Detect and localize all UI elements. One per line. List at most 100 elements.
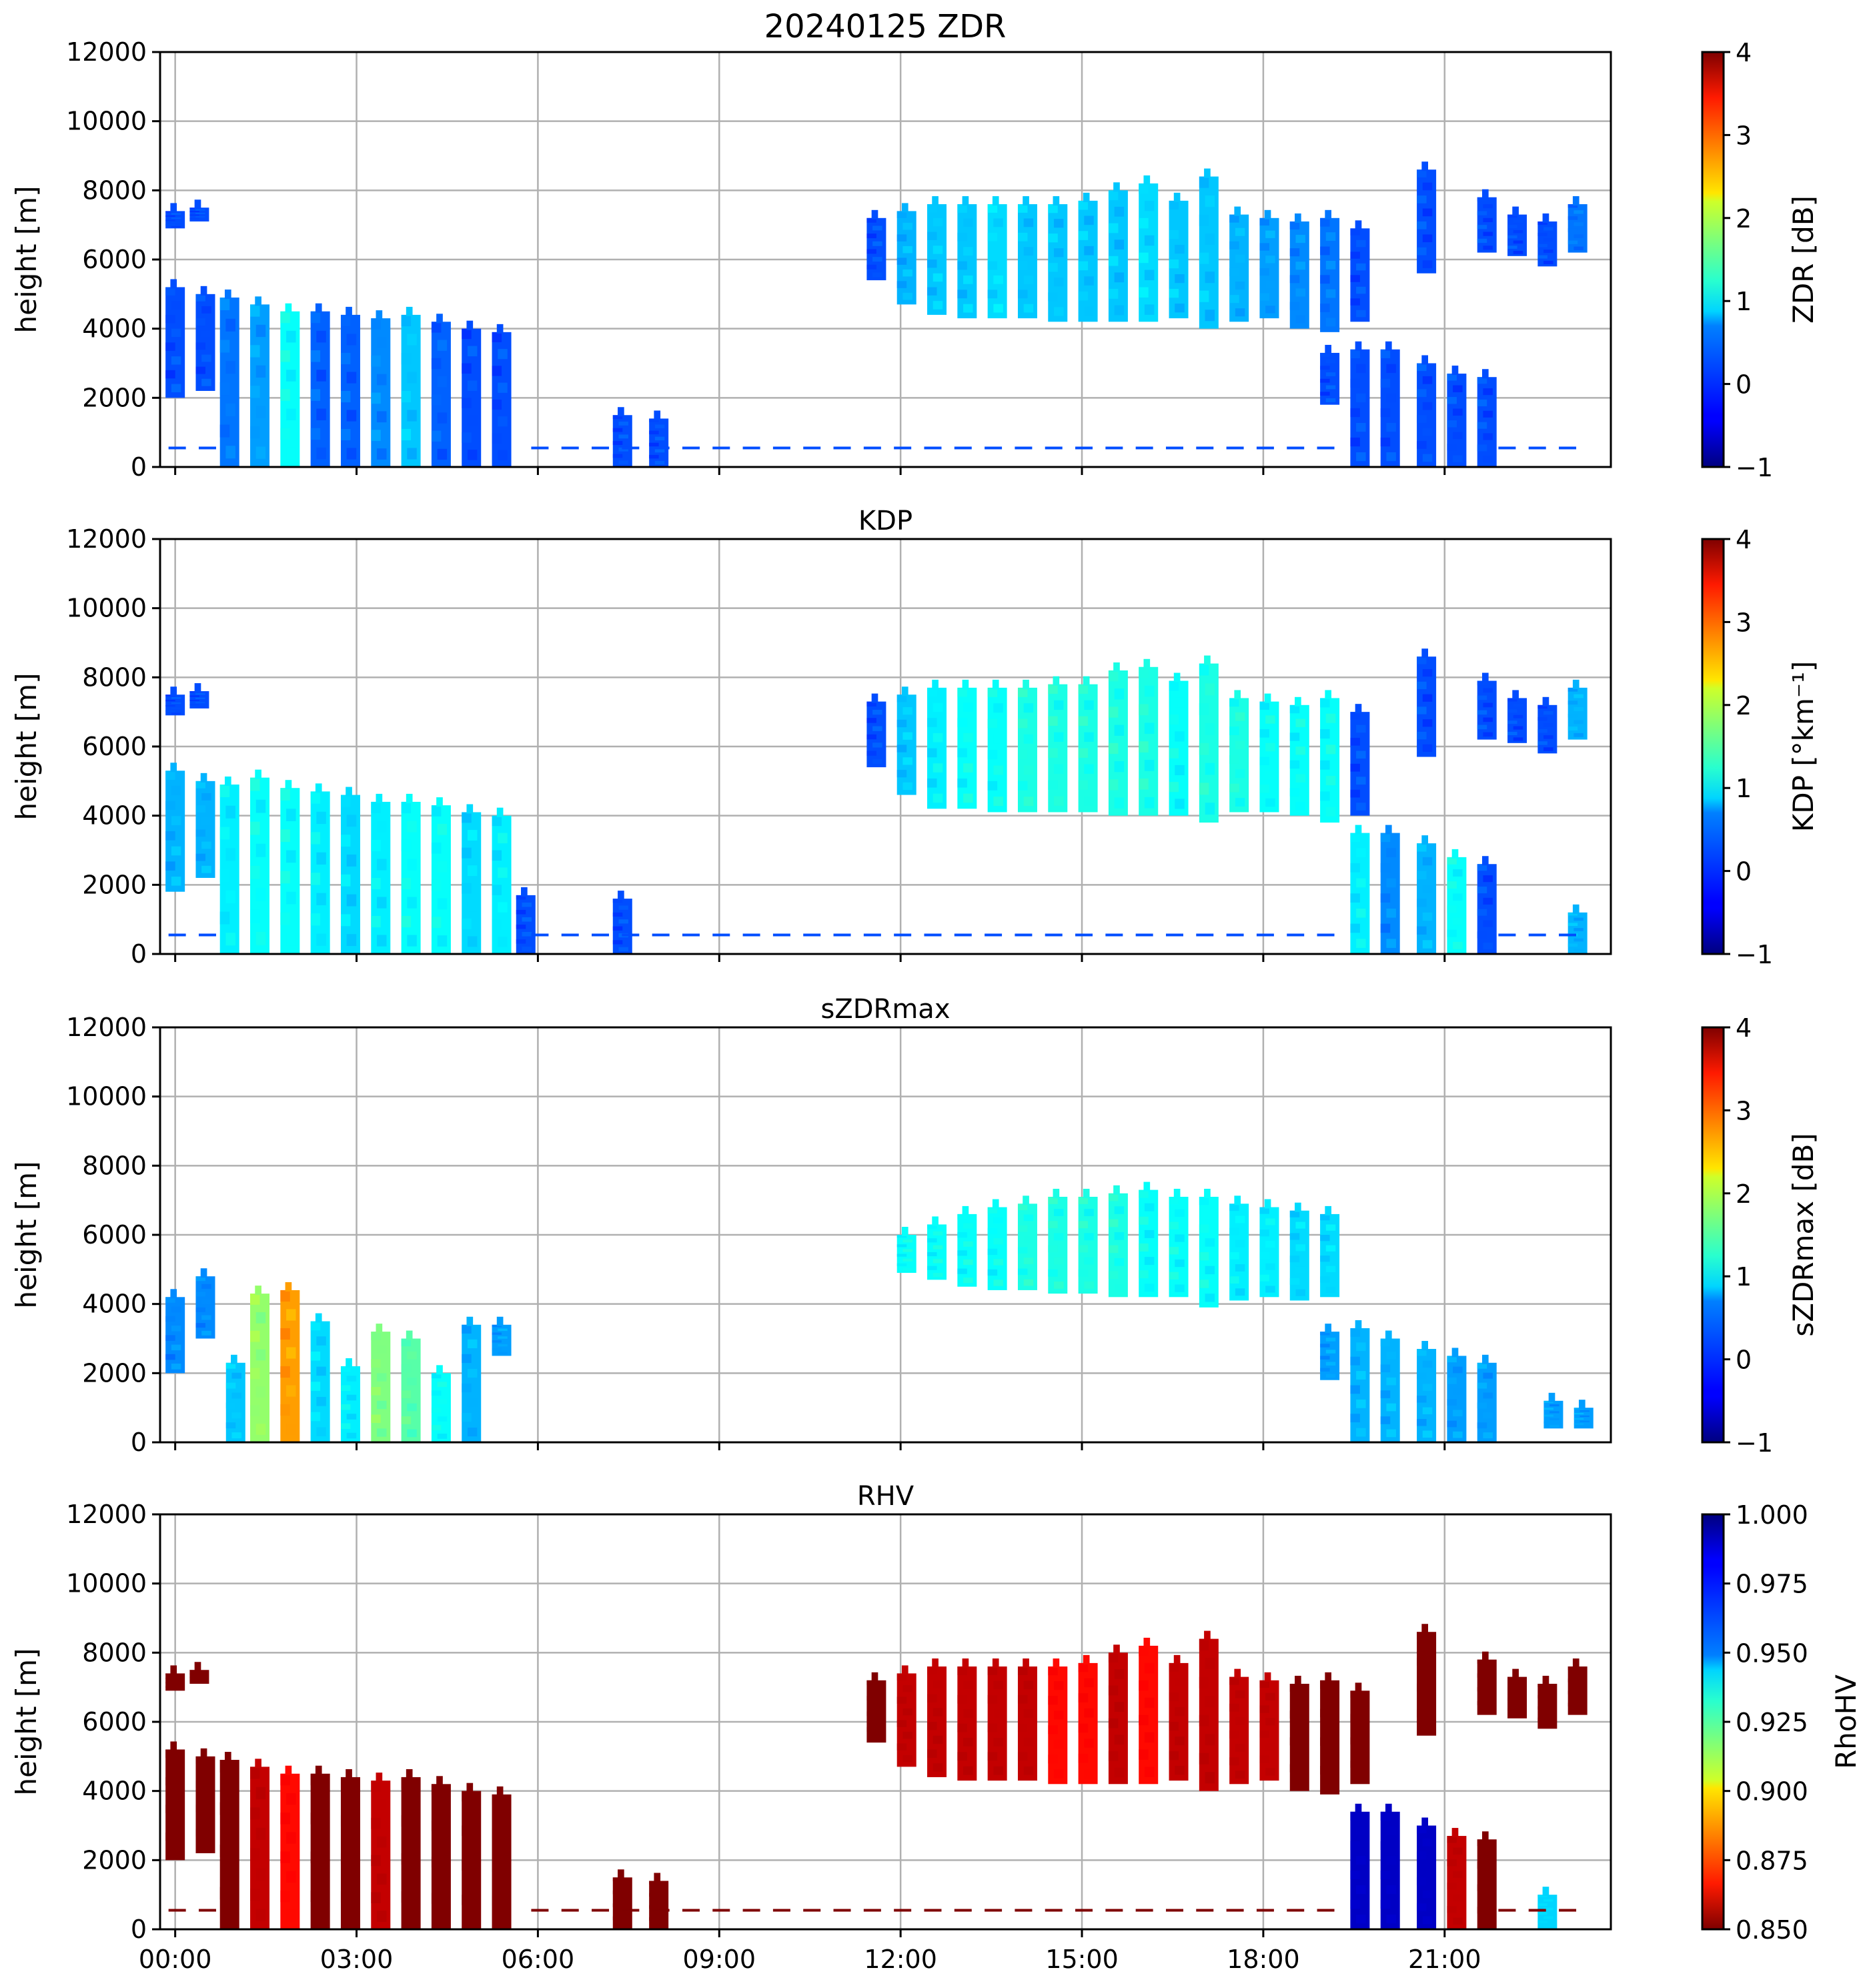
echo-gate [401,1416,412,1424]
echo-gate [1422,857,1433,866]
echo-gate [467,1427,478,1437]
echo-gate [1144,1662,1155,1674]
x-tick-label: 03:00 [320,1945,394,1974]
echo-gate [1325,807,1336,817]
echo-gate [315,783,322,793]
echo-gate [1320,246,1330,256]
echo-gate [1417,926,1427,935]
echo-gate [1574,732,1584,737]
echo-gate [376,336,387,348]
echo-gate [1325,1362,1336,1366]
echo-gate [1320,791,1330,801]
echo-gate [1259,701,1269,710]
echo-gate [1477,238,1487,243]
echo-gate [1175,731,1185,742]
echo-gate [401,839,412,852]
echo-gate [1295,315,1305,324]
echo-gate [1229,1730,1239,1739]
echo-gate [1355,704,1362,714]
echo-gate [492,1861,502,1873]
echo-gate [165,342,175,351]
echo-gate [195,702,205,704]
echo-gate [310,1382,321,1391]
echo-gate [1017,261,1028,270]
colorbar-label: ZDR [dB] [1787,195,1820,324]
echo-gate [496,807,504,817]
echo-gate [1513,703,1523,707]
echo-gate [436,1776,443,1786]
echo-gate [1537,1706,1547,1710]
echo-column [1568,196,1588,253]
echo-gate [189,217,199,219]
echo-gate [932,245,943,254]
echo-gate [1477,1382,1487,1389]
echo-gate [340,1853,351,1865]
echo-gate [902,292,912,300]
echo-gate [1580,1415,1590,1418]
echo-gate [1477,1673,1487,1678]
echo-gate [170,763,177,773]
echo-gate [516,939,526,944]
echo-gate [401,1853,412,1865]
echo-gate [1477,931,1487,939]
echo-column [1477,1354,1497,1442]
echo-gate [1421,648,1429,658]
echo-gate [1355,341,1362,351]
echo-gate [1542,1675,1549,1685]
echo-gate [1543,747,1553,751]
colorbar-tick-label: 4 [1736,1013,1752,1043]
echo-column [612,1869,632,1929]
echo-gate [1483,1412,1493,1419]
echo-column [1199,1630,1219,1791]
echo-gate [1386,452,1396,462]
echo-gate [1017,290,1028,299]
echo-gate [612,1877,623,1882]
echo-gate [1320,275,1330,284]
echo-gate [195,1276,205,1282]
echo-gate [1451,1828,1459,1838]
echo-gate [1507,1708,1517,1711]
echo-gate [285,780,292,790]
echo-column [1417,1624,1437,1736]
clutter-mark [592,1909,610,1912]
echo-gate [1477,1907,1487,1914]
clutter-mark [833,446,851,450]
echo-gate [401,390,412,403]
echo-gate [1386,393,1396,403]
echo-gate [1023,1709,1034,1718]
echo-gate [250,345,260,358]
clutter-mark [531,446,549,450]
echo-gate [280,1328,290,1340]
echo-gate [871,209,878,219]
echo-gate [896,1743,907,1751]
echo-gate [462,1412,472,1422]
echo-gate [200,1268,207,1278]
echo-gate [1289,1256,1300,1263]
echo-gate [437,1416,448,1422]
echo-gate [1325,1374,1336,1378]
echo-gate [866,249,876,254]
echo-gate [1447,857,1457,865]
echo-gate [407,1910,417,1922]
echo-gate [346,815,357,827]
echo-gate [1017,781,1028,791]
clutter-mark [1165,446,1183,450]
echo-gate [1453,1431,1463,1438]
echo-gate [407,1796,417,1808]
echo-gate [1205,723,1215,735]
echo-gate [1320,378,1330,383]
echo-gate [255,1386,266,1398]
echo-gate [165,700,175,702]
echo-gate [987,232,998,241]
echo-gate [1483,732,1493,737]
echo-gate [346,1358,352,1368]
echo-column [1289,1675,1309,1791]
echo-gate [993,1259,1003,1266]
echo-gate [406,306,413,316]
echo-column [492,1786,512,1929]
clutter-mark [772,446,790,450]
echo-gate [1048,684,1058,694]
echo-gate [1320,304,1330,312]
echo-gate [1108,670,1119,682]
clutter-mark [1256,446,1274,450]
